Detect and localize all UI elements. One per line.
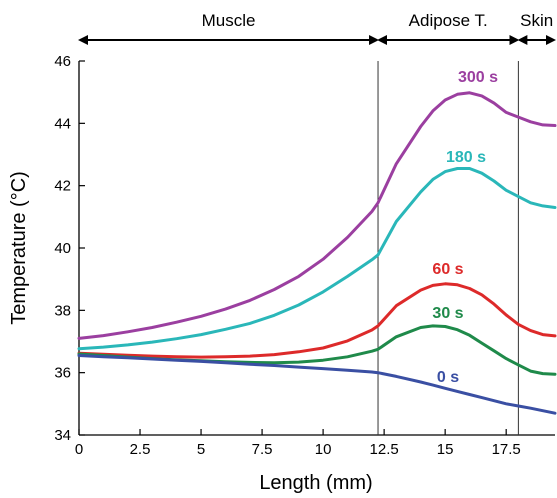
x-tick-label: 7.5 (252, 441, 273, 458)
y-tick-label: 44 (54, 115, 71, 132)
series-line (77, 282, 557, 359)
series-label: 30 s (432, 305, 463, 322)
series-label: 60 s (432, 261, 463, 278)
series-line (77, 167, 557, 351)
x-tick-label: 5 (197, 441, 205, 458)
region-label: Skin (520, 11, 553, 30)
y-tick-label: 42 (54, 178, 71, 195)
series-line (77, 91, 557, 340)
y-tick-label: 36 (54, 365, 71, 382)
series-label: 180 s (446, 149, 486, 166)
y-tick-label: 34 (54, 427, 71, 444)
x-tick-label: 0 (75, 441, 83, 458)
x-tick-label: 15 (437, 441, 454, 458)
y-tick-label: 46 (54, 53, 71, 70)
x-tick-label: 2.5 (130, 441, 151, 458)
x-tick-label: 10 (315, 441, 332, 458)
x-tick-label: 17.5 (492, 441, 521, 458)
series-label: 300 s (458, 69, 498, 86)
y-tick-label: 40 (54, 240, 71, 257)
series-label: 0 s (437, 369, 459, 386)
y-tick-label: 38 (54, 302, 71, 319)
series-line (77, 354, 557, 415)
x-axis-title: Length (mm) (259, 472, 372, 494)
region-label: Adipose T. (409, 11, 488, 30)
region-label: Muscle (202, 11, 256, 30)
y-axis-title: Temperature (°C) (8, 171, 30, 325)
x-tick-label: 12.5 (370, 441, 399, 458)
